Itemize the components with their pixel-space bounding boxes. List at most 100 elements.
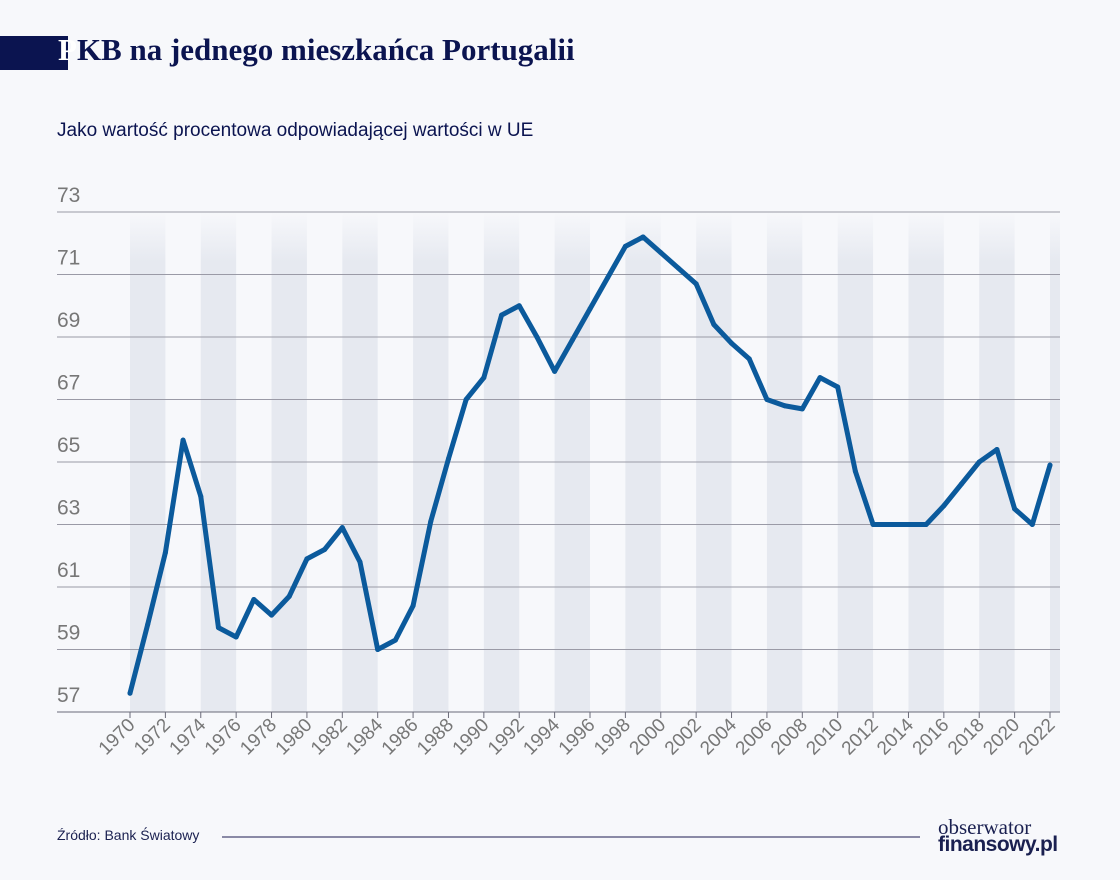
x-tick-label: 1994 bbox=[519, 714, 564, 759]
data-point bbox=[817, 375, 823, 381]
y-tick-label: 71 bbox=[57, 247, 80, 270]
x-tick-label: 1984 bbox=[342, 714, 387, 759]
x-tick-label: 2004 bbox=[696, 714, 741, 759]
x-tick-label: 2000 bbox=[626, 715, 671, 760]
data-point bbox=[569, 337, 575, 343]
x-tick-label: 1996 bbox=[555, 715, 600, 760]
data-point bbox=[658, 250, 664, 256]
x-tick-label: 2016 bbox=[909, 715, 954, 760]
x-tick-label: 1976 bbox=[201, 715, 246, 760]
x-tick-label: 2018 bbox=[944, 715, 989, 760]
data-point bbox=[198, 493, 204, 499]
data-point bbox=[976, 459, 982, 465]
data-point bbox=[587, 306, 593, 312]
data-point bbox=[428, 518, 434, 524]
logo: obserwator finansowy.pl bbox=[938, 815, 1058, 856]
x-tick-label: 1988 bbox=[413, 715, 458, 760]
data-point bbox=[534, 334, 540, 340]
y-tick-label: 65 bbox=[57, 434, 80, 457]
x-tick-label: 2022 bbox=[1015, 715, 1060, 760]
x-tick-label: 1992 bbox=[484, 715, 529, 760]
data-point bbox=[410, 603, 416, 609]
data-point bbox=[835, 384, 841, 390]
data-point bbox=[764, 397, 770, 402]
x-tick-label: 1980 bbox=[272, 715, 317, 760]
logo-line1: obserwator bbox=[938, 815, 1032, 839]
data-point bbox=[622, 243, 628, 249]
data-point bbox=[905, 522, 911, 527]
data-point bbox=[994, 447, 1000, 452]
data-point bbox=[1029, 522, 1035, 527]
data-point bbox=[463, 397, 469, 402]
data-point bbox=[304, 556, 310, 562]
data-point bbox=[516, 303, 522, 309]
chart-subtitle: Jako wartość procentowa odpowiadającej w… bbox=[57, 120, 534, 141]
data-point bbox=[286, 593, 292, 599]
data-point bbox=[375, 647, 381, 652]
y-tick-label: 63 bbox=[57, 497, 80, 520]
data-point bbox=[180, 437, 186, 443]
y-tick-label: 61 bbox=[57, 559, 80, 582]
data-point bbox=[162, 550, 168, 556]
x-tick-label: 1974 bbox=[166, 714, 211, 759]
data-point bbox=[640, 234, 646, 240]
x-tick-label: 1998 bbox=[590, 715, 635, 760]
data-point bbox=[269, 612, 275, 618]
data-point bbox=[499, 312, 505, 318]
data-point bbox=[339, 525, 345, 531]
y-tick-label: 73 bbox=[57, 184, 80, 207]
data-point bbox=[251, 597, 257, 602]
data-point bbox=[233, 634, 239, 640]
x-tick-label: 1986 bbox=[378, 715, 423, 760]
x-tick-label: 1982 bbox=[307, 715, 352, 760]
page-title: PKB na jednego mieszkańca Portugalii bbox=[58, 32, 575, 68]
data-point bbox=[552, 368, 558, 374]
data-point bbox=[127, 690, 133, 696]
x-tick-label: 2012 bbox=[838, 715, 883, 760]
title-accent-bar bbox=[0, 36, 68, 70]
data-point bbox=[357, 559, 363, 565]
y-tick-label: 67 bbox=[57, 372, 80, 395]
data-point bbox=[1047, 462, 1053, 468]
data-point bbox=[711, 322, 717, 327]
data-point bbox=[729, 340, 735, 346]
x-tick-label: 2006 bbox=[732, 715, 777, 760]
data-point bbox=[675, 265, 681, 271]
x-tick-label: 2008 bbox=[767, 715, 812, 760]
data-point bbox=[888, 522, 894, 527]
y-tick-label: 59 bbox=[57, 622, 80, 645]
data-point bbox=[1012, 506, 1018, 512]
data-point bbox=[445, 456, 451, 462]
divider bbox=[222, 836, 920, 838]
data-point bbox=[941, 503, 947, 509]
y-tick-label: 57 bbox=[57, 684, 80, 707]
data-point bbox=[746, 356, 752, 362]
title-rest: KB na jednego mieszkańca Portugalii bbox=[76, 32, 575, 67]
x-tick-label: 2002 bbox=[661, 715, 706, 760]
x-tick-label: 1978 bbox=[236, 715, 281, 760]
y-tick-label: 69 bbox=[57, 309, 80, 332]
data-point bbox=[322, 547, 328, 552]
data-point bbox=[923, 522, 929, 527]
data-point bbox=[852, 468, 858, 474]
source-note: Źródło: Bank Światowy bbox=[57, 827, 200, 843]
x-tick-label: 2020 bbox=[979, 715, 1024, 760]
data-point bbox=[605, 275, 611, 281]
data-point bbox=[215, 625, 221, 631]
data-point bbox=[392, 637, 398, 643]
data-point bbox=[782, 403, 788, 409]
logo-line2: finansowy.pl bbox=[938, 833, 1058, 856]
x-tick-label: 1972 bbox=[130, 715, 175, 760]
data-point bbox=[481, 375, 487, 381]
title-first-letter: P bbox=[58, 32, 77, 67]
x-tick-label: 2010 bbox=[802, 715, 847, 760]
data-point bbox=[145, 622, 151, 627]
data-point bbox=[870, 522, 876, 527]
x-tick-label: 2014 bbox=[873, 714, 918, 759]
x-tick-label: 1970 bbox=[95, 715, 140, 760]
data-point bbox=[799, 406, 805, 412]
data-point bbox=[693, 281, 699, 287]
data-point bbox=[959, 481, 965, 487]
x-tick-label: 1990 bbox=[449, 715, 494, 760]
